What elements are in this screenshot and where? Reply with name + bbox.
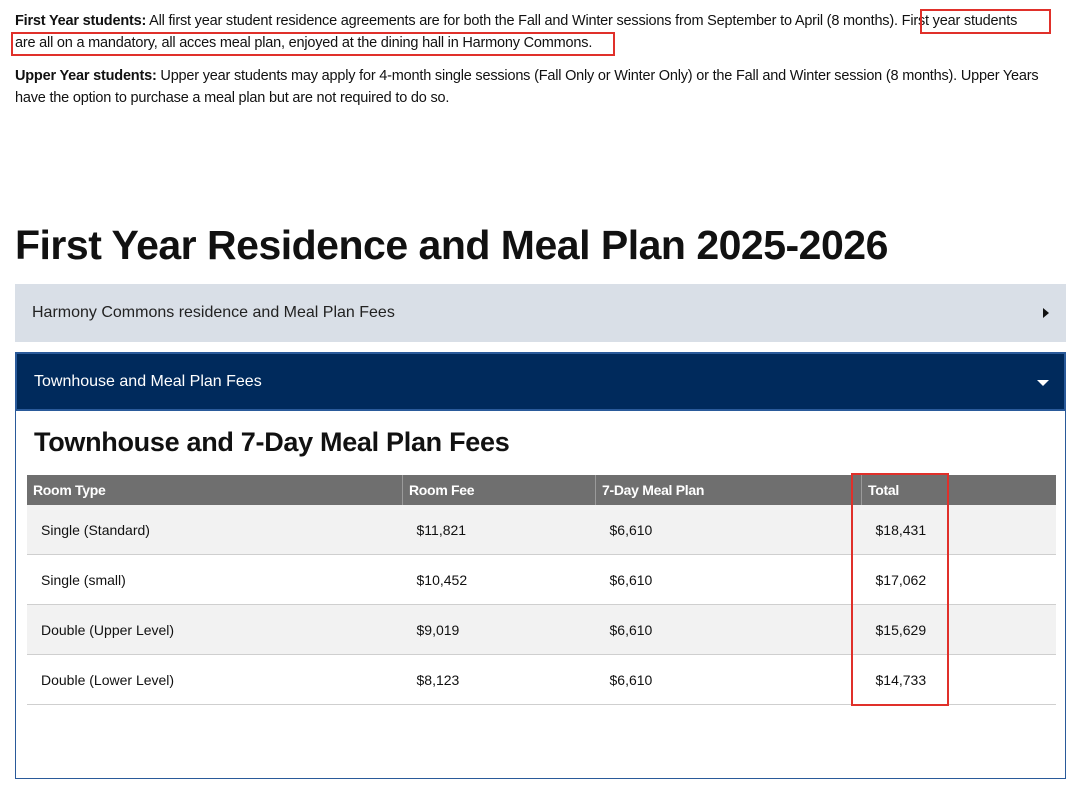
column-header-room-type: Room Type	[27, 475, 403, 505]
cell-room-type: Single (small)	[27, 554, 403, 605]
accordion-label: Harmony Commons residence and Meal Plan …	[32, 304, 395, 321]
table-header-row: Room Type Room Fee 7-Day Meal Plan Total	[27, 475, 1056, 505]
accordion-harmony-commons[interactable]: Harmony Commons residence and Meal Plan …	[15, 284, 1066, 342]
highlighted-text-line2: are all on a mandatory, all acces meal p…	[15, 35, 593, 51]
highlighted-text-line1: First year students	[901, 13, 1018, 29]
upper-year-text: Upper year students may apply for 4-mont…	[15, 68, 1039, 106]
cell-total: $15,629	[861, 604, 1056, 655]
cell-room-fee: $10,452	[402, 554, 596, 605]
page-title: First Year Residence and Meal Plan 2025-…	[15, 222, 888, 268]
column-header-meal-plan: 7-Day Meal Plan	[595, 475, 862, 505]
accordion-label: Townhouse and Meal Plan Fees	[34, 372, 262, 390]
first-year-label: First Year students:	[15, 13, 147, 29]
cell-room-type: Double (Lower Level)	[27, 654, 403, 705]
cell-room-fee: $11,821	[402, 505, 596, 555]
cell-room-fee: $9,019	[402, 604, 596, 655]
table-row: Single (Standard) $11,821 $6,610 $18,431	[27, 505, 1056, 555]
accordion-townhouse[interactable]: Townhouse and Meal Plan Fees	[15, 352, 1066, 411]
table-row: Single (small) $10,452 $6,610 $17,062	[27, 554, 1056, 605]
cell-meal-plan: $6,610	[595, 654, 862, 705]
panel-heading: Townhouse and 7-Day Meal Plan Fees	[34, 427, 510, 457]
caret-right-icon	[1043, 308, 1049, 318]
cell-room-type: Single (Standard)	[27, 505, 403, 555]
cell-room-type: Double (Upper Level)	[27, 604, 403, 655]
first-year-text: All first year student residence agreeme…	[146, 13, 902, 29]
cell-total: $18,431	[861, 505, 1056, 555]
column-header-room-fee: Room Fee	[402, 475, 596, 505]
caret-down-icon	[1037, 380, 1049, 386]
cell-meal-plan: $6,610	[595, 604, 862, 655]
cell-total: $17,062	[861, 554, 1056, 605]
upper-year-label: Upper Year students:	[15, 68, 157, 84]
cell-total: $14,733	[861, 654, 1056, 705]
upper-year-paragraph: Upper Year students: Upper year students…	[15, 65, 1065, 109]
accordion-panel-townhouse: Townhouse and 7-Day Meal Plan Fees Room …	[15, 411, 1066, 779]
fees-table: Room Type Room Fee 7-Day Meal Plan Total…	[27, 475, 1056, 705]
table-row: Double (Lower Level) $8,123 $6,610 $14,7…	[27, 654, 1056, 705]
table-row: Double (Upper Level) $9,019 $6,610 $15,6…	[27, 604, 1056, 655]
cell-meal-plan: $6,610	[595, 505, 862, 555]
column-header-total: Total	[861, 475, 1056, 505]
cell-room-fee: $8,123	[402, 654, 596, 705]
first-year-paragraph: First Year students: All first year stud…	[15, 10, 1065, 54]
cell-meal-plan: $6,610	[595, 554, 862, 605]
